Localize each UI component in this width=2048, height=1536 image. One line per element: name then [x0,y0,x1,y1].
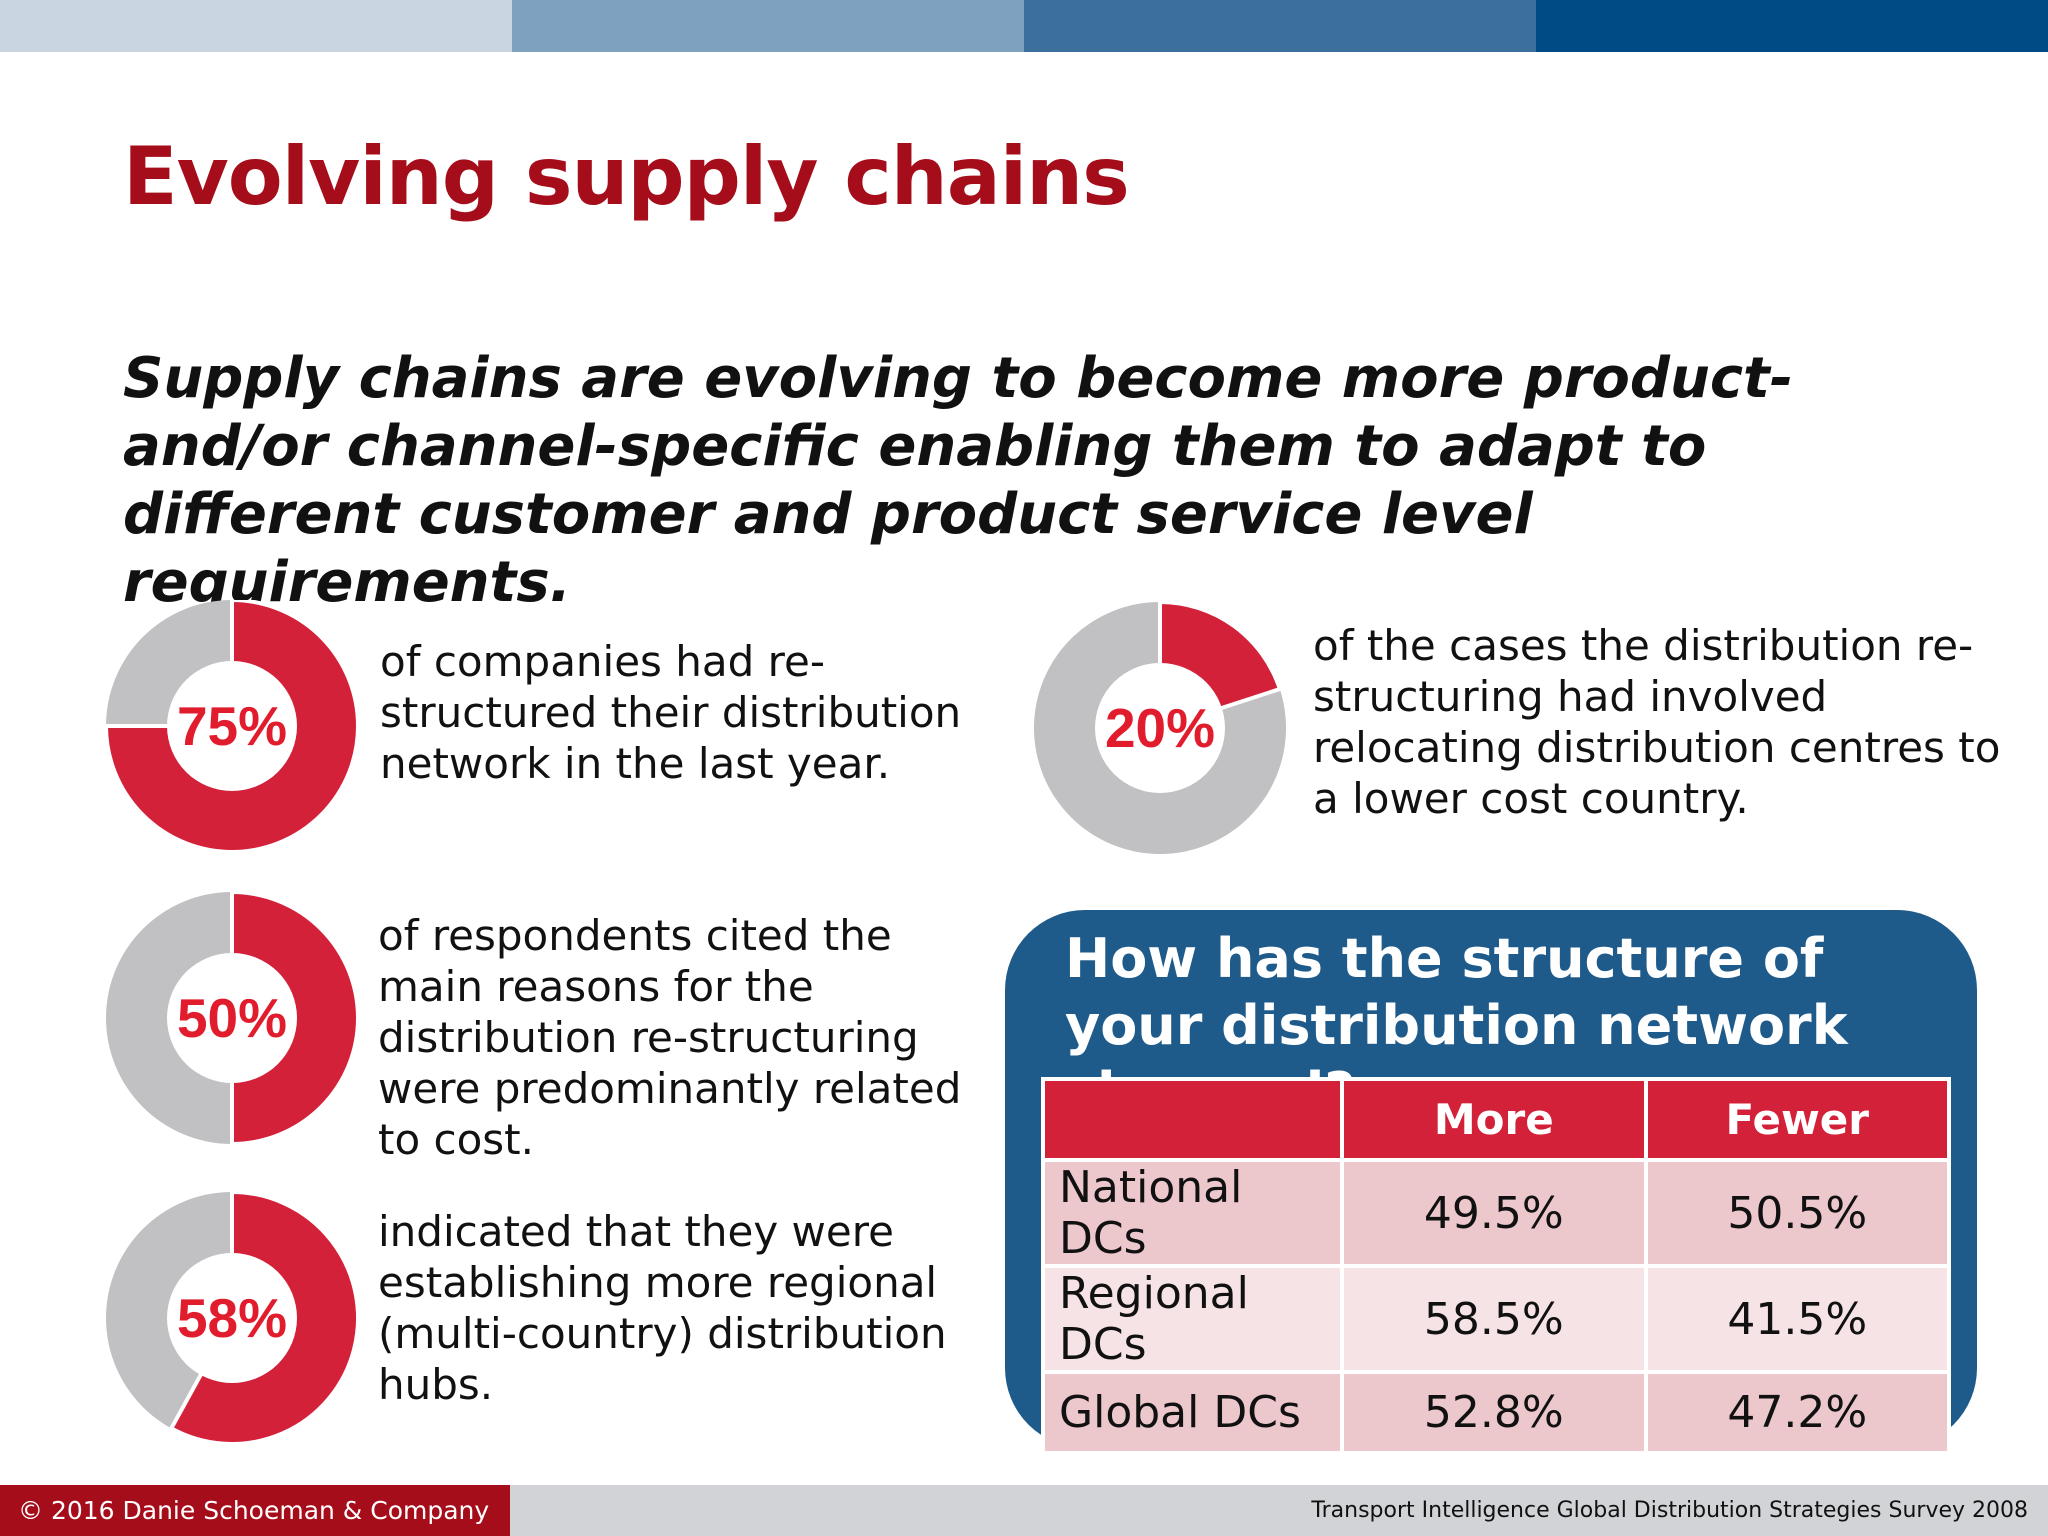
slide-subtitle: Supply chains are evolving to become mor… [123,346,1794,615]
survey-panel: How has the structure of your distributi… [1005,910,1977,1455]
donut-chart: 50% [106,892,358,1144]
more-value: 52.8% [1340,1370,1648,1455]
row-label: National DCs [1040,1158,1345,1268]
donut-svg [106,1192,358,1444]
stat-description: of companies had re-structured their dis… [380,637,962,788]
more-value: 58.5% [1340,1264,1648,1374]
table-header-cell: Fewer [1643,1077,1952,1162]
copyright-notice: © 2016 Danie Schoeman & Company [0,1485,510,1536]
top-bar-segment [1536,0,2048,52]
table-header-cell [1040,1077,1345,1162]
donut-hole [167,1253,297,1383]
table-header-row: More Fewer [1040,1077,1952,1162]
table-row: Global DCs 52.8% 47.2% [1040,1370,1952,1455]
top-bar-segment [1024,0,1536,52]
top-color-bar [0,0,2048,52]
stat-description: of respondents cited the main reasons fo… [378,911,962,1164]
fewer-value: 41.5% [1643,1264,1952,1374]
donut-percent-label: 50% [176,987,288,1049]
donut-segment [106,600,358,852]
table-header-cell: More [1340,1077,1648,1162]
donut-svg [106,892,358,1144]
source-citation: Transport Intelligence Global Distributi… [1311,1498,2028,1523]
donut-percent-label: 75% [176,695,288,757]
top-bar-segment [0,0,512,52]
donut-chart: 75% [106,600,358,852]
donut-chart: 58% [106,1192,358,1444]
stat-description: indicated that they were establishing mo… [378,1207,947,1409]
donut-hole [167,661,297,791]
dc-table: More Fewer National DCs 49.5% 50.5% Regi… [1040,1077,1952,1455]
row-label: Regional DCs [1040,1264,1345,1374]
donut-svg [106,600,358,852]
footer-bar: © 2016 Danie Schoeman & Company Transpor… [0,1485,2048,1536]
donut-svg [1034,602,1286,854]
donut-percent-label: 58% [176,1287,288,1349]
fewer-value: 47.2% [1643,1370,1952,1455]
donut-hole [167,953,297,1083]
row-label: Global DCs [1040,1370,1345,1455]
table-row: Regional DCs 58.5% 41.5% [1040,1264,1952,1374]
donut-percent-label: 20% [1104,697,1216,759]
stat-description: of the cases the distribution re-structu… [1313,621,2001,823]
table-row: National DCs 49.5% 50.5% [1040,1158,1952,1268]
donut-chart: 20% [1034,602,1286,854]
fewer-value: 50.5% [1643,1158,1952,1268]
more-value: 49.5% [1340,1158,1648,1268]
donut-hole [1095,663,1225,793]
slide-title: Evolving supply chains [123,130,1130,223]
top-bar-segment [512,0,1024,52]
